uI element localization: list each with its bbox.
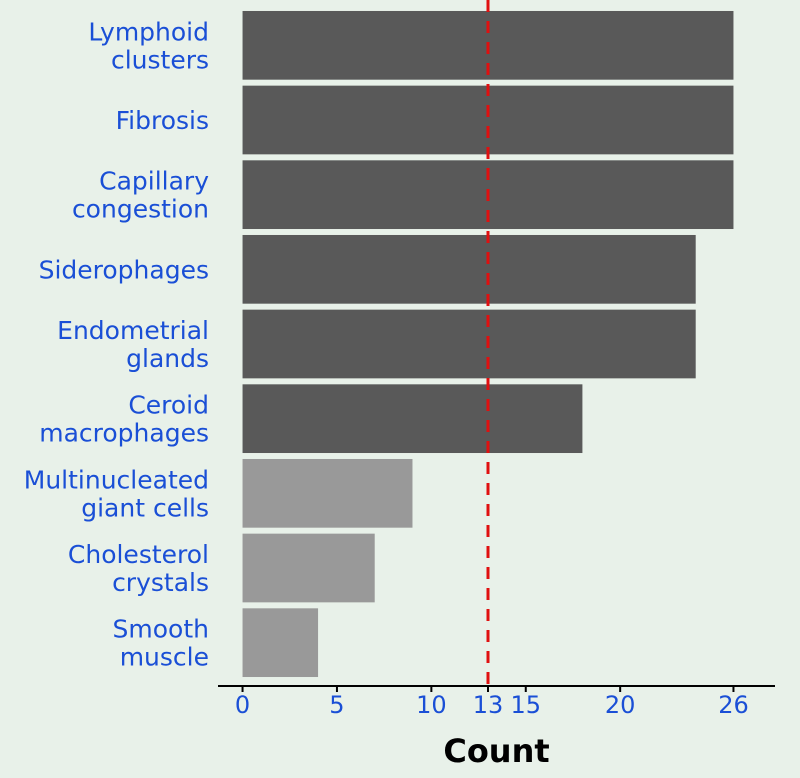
- category-label-line: Endometrial: [57, 316, 209, 345]
- bar-6: [242, 384, 583, 454]
- category-label-line: muscle: [120, 643, 209, 672]
- bars-group: [242, 10, 734, 678]
- category-label-line: giant cells: [81, 493, 209, 522]
- category-label-line: Lymphoid: [88, 17, 209, 46]
- category-label-3: Capillary congestion: [72, 167, 209, 224]
- bar-8: [242, 533, 375, 603]
- x-tick-label-2: 5: [329, 691, 344, 719]
- x-tick-label-3: 10: [416, 691, 447, 719]
- x-axis-title: Count: [443, 732, 549, 770]
- bar-2: [242, 85, 734, 155]
- category-label-line: Ceroid: [128, 391, 209, 420]
- category-label-line: Smooth: [113, 615, 209, 644]
- category-label-7: Multinucleated giant cells: [24, 465, 209, 522]
- x-tick-label-4: 13: [473, 691, 504, 719]
- category-label-4: Siderophages: [39, 255, 209, 284]
- category-label-line: Siderophages: [39, 255, 209, 284]
- x-tick-label-5: 15: [510, 691, 541, 719]
- category-label-line: clusters: [111, 45, 209, 74]
- bar-9: [242, 608, 319, 678]
- category-label-8: Cholesterol crystals: [68, 540, 209, 597]
- category-label-5: Endometrial glands: [57, 316, 209, 373]
- category-label-line: crystals: [112, 568, 209, 597]
- category-label-line: macrophages: [39, 419, 209, 448]
- bar-7: [242, 458, 413, 528]
- category-label-line: congestion: [72, 195, 209, 224]
- category-label-6: Ceroid macrophages: [39, 391, 209, 448]
- category-label-9: Smooth muscle: [113, 615, 209, 672]
- bar-4: [242, 234, 696, 304]
- category-label-line: Cholesterol: [68, 540, 209, 569]
- category-labels: Lymphoid clusters Fibrosis Capillary congest…: [24, 17, 209, 671]
- x-axis-ticks: 0 5 10 13 15 20 26: [235, 686, 749, 719]
- x-tick-label-1: 0: [235, 691, 250, 719]
- category-label-line: Fibrosis: [116, 106, 209, 135]
- category-label-2: Fibrosis: [116, 106, 209, 135]
- category-label-line: Multinucleated: [24, 465, 209, 494]
- x-tick-label-7: 26: [718, 691, 749, 719]
- bar-5: [242, 309, 696, 379]
- category-label-line: glands: [126, 344, 209, 373]
- category-label-line: Capillary: [99, 167, 209, 196]
- x-tick-label-6: 20: [605, 691, 636, 719]
- category-label-1: Lymphoid clusters: [88, 17, 209, 74]
